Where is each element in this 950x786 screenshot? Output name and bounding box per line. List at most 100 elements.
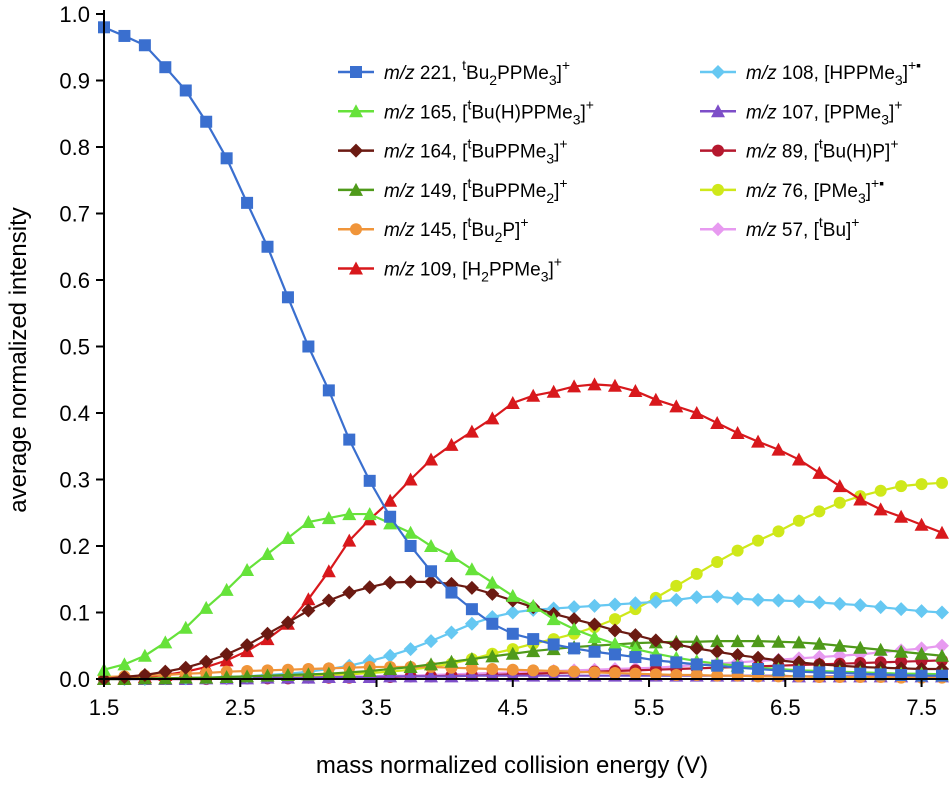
data-point <box>281 291 294 304</box>
data-point <box>321 564 336 578</box>
data-point <box>384 510 397 523</box>
x-tick-label: 2.5 <box>225 695 256 720</box>
data-point <box>568 642 581 655</box>
data-point <box>178 620 193 634</box>
legend-marker <box>349 143 363 158</box>
data-point <box>117 657 132 671</box>
y-tick-label: 0.4 <box>59 401 90 426</box>
data-point <box>159 61 172 74</box>
data-point <box>669 637 684 652</box>
legend-label: m/z 107, [PPMe3​]+​ <box>746 96 902 127</box>
data-point <box>567 379 582 393</box>
legend-marker <box>349 261 363 275</box>
data-point <box>547 638 560 651</box>
data-point <box>629 667 642 680</box>
data-point <box>403 525 418 539</box>
data-point <box>854 667 867 680</box>
legend-label: m/z 221, t​Bu2​PPMe3​]+​ <box>384 57 570 88</box>
data-point <box>935 605 949 620</box>
data-point <box>711 659 724 672</box>
data-point <box>486 617 499 630</box>
legend-label: m/z 164, [t​BuPPMe3​]+​ <box>384 136 568 167</box>
data-point <box>445 586 458 599</box>
legend-label: m/z 76, [PMe3​]+▪​ <box>746 175 884 206</box>
data-point <box>526 598 541 612</box>
data-point <box>689 406 704 419</box>
data-point <box>383 493 398 507</box>
data-point <box>895 480 908 493</box>
series-m-z-221 <box>98 21 948 682</box>
data-point <box>792 665 805 678</box>
data-point <box>587 617 602 632</box>
data-point <box>241 196 254 209</box>
data-point <box>730 591 745 606</box>
legend-label: m/z 165, [t​Bu(H)PPMe3​]+​ <box>384 96 594 127</box>
data-point <box>914 517 929 531</box>
data-point <box>424 452 439 466</box>
data-point <box>342 585 357 600</box>
legend-marker <box>349 104 363 118</box>
data-point <box>240 638 255 653</box>
data-point <box>464 616 479 631</box>
legend-label: m/z 145, [t​Bu2​P]+​ <box>384 214 529 245</box>
data-point <box>301 603 316 618</box>
data-point <box>608 648 621 661</box>
data-point <box>465 662 478 675</box>
data-point <box>199 670 214 684</box>
legend-marker <box>350 223 362 236</box>
data-point <box>670 656 683 669</box>
x-tick-label: 4.5 <box>497 695 528 720</box>
legend-marker <box>711 104 725 118</box>
data-point <box>567 612 582 627</box>
data-point <box>485 575 500 589</box>
data-point <box>383 648 398 663</box>
y-tick-label: 0.3 <box>59 468 90 493</box>
data-point <box>771 634 786 648</box>
data-point <box>118 29 131 42</box>
data-point <box>914 604 929 619</box>
data-point <box>301 592 316 606</box>
x-tick-label: 5.5 <box>634 695 665 720</box>
data-point <box>873 502 888 516</box>
data-point <box>546 612 561 626</box>
data-point <box>158 635 173 649</box>
legend-item: m/z 76, [PMe3​]+▪​ <box>700 175 884 206</box>
y-tick-label: 0.8 <box>59 135 90 160</box>
data-point <box>730 648 745 663</box>
legend-marker <box>712 144 724 157</box>
y-tick-label: 0.1 <box>59 601 90 626</box>
data-point <box>506 663 519 676</box>
data-point <box>260 546 275 560</box>
data-point <box>607 597 622 612</box>
data-point <box>260 626 275 641</box>
data-point <box>853 640 868 654</box>
data-point <box>791 635 806 649</box>
data-point <box>772 664 785 677</box>
data-point <box>424 634 439 649</box>
data-point <box>321 511 336 525</box>
data-point <box>853 492 868 506</box>
data-point <box>403 472 418 486</box>
y-axis-title: average normalized intensity <box>5 207 32 513</box>
data-point <box>425 565 438 578</box>
data-point <box>567 622 582 636</box>
data-point <box>485 649 500 663</box>
data-point <box>486 663 499 676</box>
data-point <box>342 665 357 679</box>
data-point <box>444 625 459 640</box>
data-point <box>485 411 500 425</box>
data-point <box>894 644 909 658</box>
data-point <box>464 580 479 595</box>
data-point <box>669 592 684 607</box>
data-point <box>424 657 439 671</box>
x-tick-label: 7.5 <box>906 695 937 720</box>
data-point <box>874 484 887 497</box>
data-point <box>527 664 540 677</box>
data-point <box>485 586 500 601</box>
data-point <box>752 663 765 676</box>
data-point <box>792 514 805 527</box>
data-point <box>752 534 765 547</box>
data-point <box>219 582 234 596</box>
data-point <box>322 384 335 397</box>
